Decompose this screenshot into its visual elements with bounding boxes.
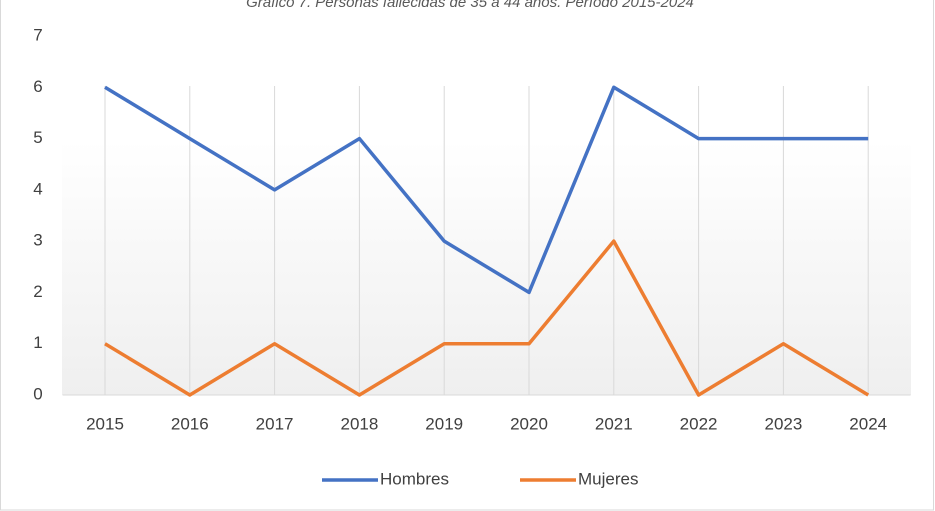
x-tick-label: 2020 [510,414,548,433]
series-line [104,239,870,397]
legend-label: Mujeres [578,469,638,488]
x-tick-label: 2023 [764,414,802,433]
y-tick-label: 5 [33,128,42,147]
x-tick-label: 2018 [340,414,378,433]
y-tick-label: 6 [33,77,42,96]
x-tick-label: 2016 [171,414,209,433]
y-tick-label: 4 [33,179,42,198]
x-tick-label: 2017 [256,414,294,433]
series-line [104,85,869,295]
y-tick-label: 2 [33,282,42,301]
y-tick-label: 0 [33,384,42,403]
y-tick-label: 1 [33,333,42,352]
x-tick-label: 2015 [86,414,124,433]
x-tick-label: 2024 [849,414,887,433]
chart-title: Gráfico 7. Personas fallecidas de 35 a 4… [246,0,694,11]
x-tick-label: 2019 [425,414,463,433]
x-tick-label: 2021 [595,414,633,433]
y-tick-label: 3 [33,231,42,250]
legend-label: Hombres [380,469,449,488]
y-tick-label: 7 [33,25,42,44]
x-tick-label: 2022 [680,414,718,433]
